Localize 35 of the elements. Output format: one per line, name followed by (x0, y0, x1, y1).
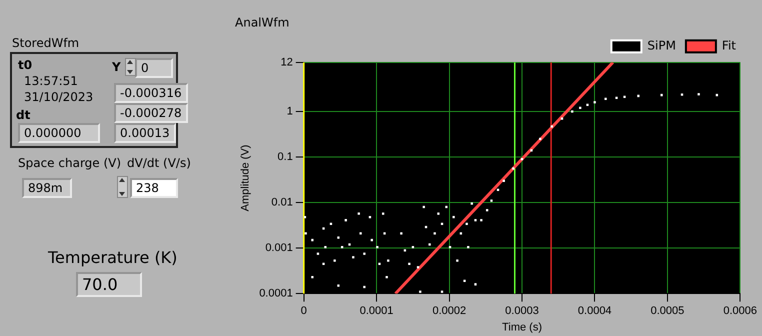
y-tick-label: 1 (286, 106, 293, 118)
text: Temperature (K) (48, 248, 178, 267)
x-tick-label: 0.0002 (432, 305, 466, 318)
text: 70.0 (76, 272, 142, 297)
y-tick-label: 0.0001 (259, 288, 293, 300)
x-tick-label: 0.0003 (505, 305, 539, 318)
text: dV/dt (V/s) (127, 156, 191, 170)
chart-title: AnalWfm (235, 15, 290, 30)
text: -0.000316 (114, 83, 188, 103)
x-tick-label: 0.0004 (578, 305, 612, 318)
y-tick-label: 0.1 (278, 151, 293, 164)
text: StoredWfm (12, 36, 80, 50)
text: 0.00013 (114, 123, 176, 143)
legend-label: SiPM (647, 38, 676, 53)
x-tick-label: 0 (300, 305, 307, 318)
text: t0 (18, 58, 32, 72)
text: 13:57:51 (24, 74, 78, 88)
y-tick-label: 0.001 (265, 242, 293, 254)
text: 0.000000 (18, 123, 100, 143)
x-tick-label: 0.0005 (650, 305, 684, 318)
y-tick-label: 0.01 (271, 196, 293, 209)
x-axis-title: Time (s) (502, 321, 542, 334)
x-tick-label: 0.0006 (723, 305, 758, 318)
text: 898m (22, 178, 72, 198)
y-axis-title: Amplitude (V) (240, 144, 252, 212)
text: Space charge (V) (18, 156, 122, 170)
text: 238 (130, 178, 178, 198)
text: dt (16, 108, 30, 122)
y-tick-label: 12 (280, 56, 293, 68)
text: Y (112, 60, 121, 74)
text: 0 (135, 58, 173, 78)
text: 31/10/2023 (24, 90, 94, 104)
legend-label: Fit (722, 38, 736, 53)
text: -0.000278 (114, 103, 188, 123)
x-tick-label: 0.0001 (360, 305, 394, 318)
